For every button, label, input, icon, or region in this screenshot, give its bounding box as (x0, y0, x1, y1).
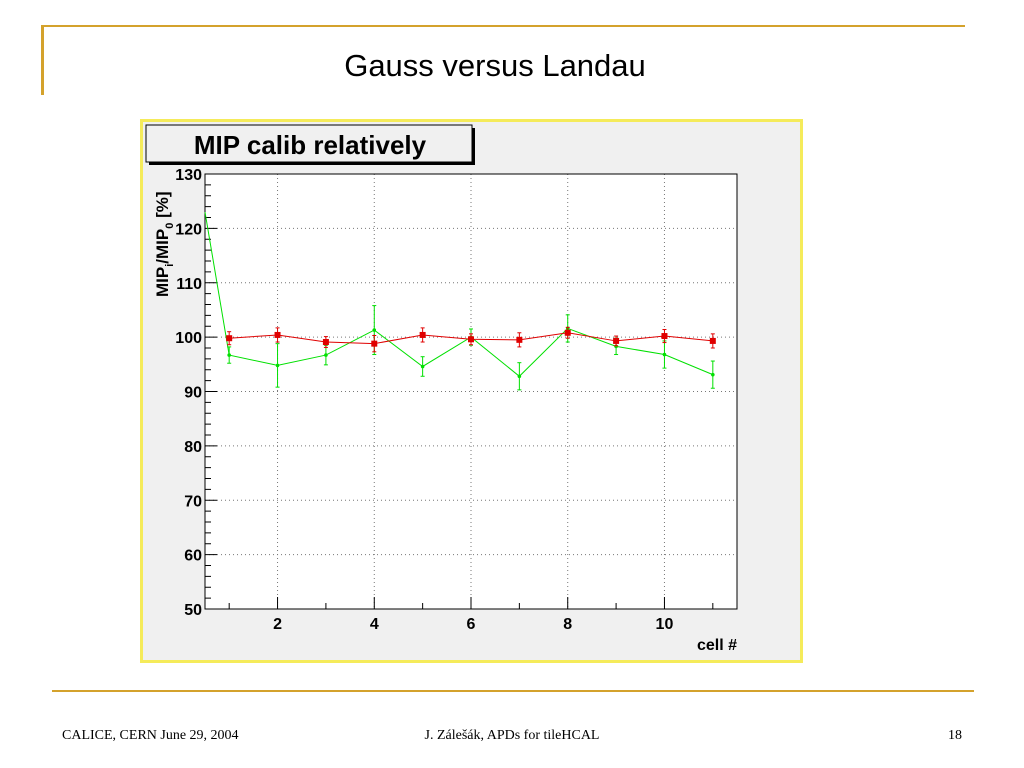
data-point (322, 339, 329, 346)
data-point (371, 340, 378, 347)
data-point (709, 337, 716, 344)
chart-title: MIP calib relatively (194, 130, 427, 160)
y-label-unit: [%] (153, 191, 172, 222)
y-tick-label: 70 (184, 493, 202, 510)
data-point (516, 336, 523, 343)
data-point (274, 331, 281, 338)
series-layer (204, 211, 716, 391)
y-label-main: MIP (153, 267, 172, 297)
y-tick-label: 90 (184, 385, 202, 402)
y-tick-label: 130 (175, 167, 202, 184)
data-point (275, 363, 280, 368)
data-point (564, 329, 571, 336)
x-tick-label: 2 (273, 616, 282, 633)
data-point (226, 335, 233, 342)
data-point (661, 333, 668, 340)
data-point (711, 372, 715, 377)
data-point (227, 353, 231, 357)
series-red (226, 326, 716, 353)
data-point (517, 374, 522, 379)
y-label-sub-0: 0 (164, 223, 176, 229)
grid (205, 174, 737, 609)
accent-bottom-rule (52, 690, 974, 692)
data-point (372, 328, 377, 332)
data-point (613, 337, 620, 344)
x-tick-label: 10 (656, 616, 674, 633)
data-point (662, 352, 667, 357)
x-axis-label: cell # (697, 637, 737, 654)
footer-page-number: 18 (948, 728, 962, 743)
x-tick-label: 8 (563, 616, 572, 633)
y-tick-label: 110 (176, 276, 202, 293)
y-label-sub-i: i (164, 264, 176, 267)
series-line (204, 211, 714, 377)
y-tick-label: 80 (184, 439, 202, 456)
data-point (468, 336, 474, 343)
plot-area-border (204, 173, 738, 610)
x-tick-label: 6 (467, 616, 476, 633)
y-tick-label: 60 (184, 548, 202, 565)
y-axis-label: MIPi/MIP0 [%] (153, 191, 176, 297)
data-point (420, 364, 425, 369)
y-tick-label: 100 (175, 330, 202, 347)
data-point (324, 353, 328, 357)
chart-title-box (145, 124, 473, 163)
footer-author: J. Zálešák, APDs for tileHCAL (424, 728, 600, 743)
accent-top-rule (41, 25, 965, 27)
y-tick-label: 50 (184, 602, 202, 619)
accent-vertical-bar (41, 25, 44, 95)
x-tick-label: 4 (370, 616, 379, 633)
tick-labels: 50 60 70 80 90 100 110 120 130 2 4 6 8 10 (175, 167, 673, 633)
data-point (419, 331, 426, 338)
footer-event: CALICE, CERN June 29, 2004 (62, 728, 239, 743)
y-label-mid: /MIP (153, 229, 172, 264)
y-tick-label: 120 (175, 221, 202, 238)
slide-title: Gauss versus Landau (344, 48, 646, 83)
